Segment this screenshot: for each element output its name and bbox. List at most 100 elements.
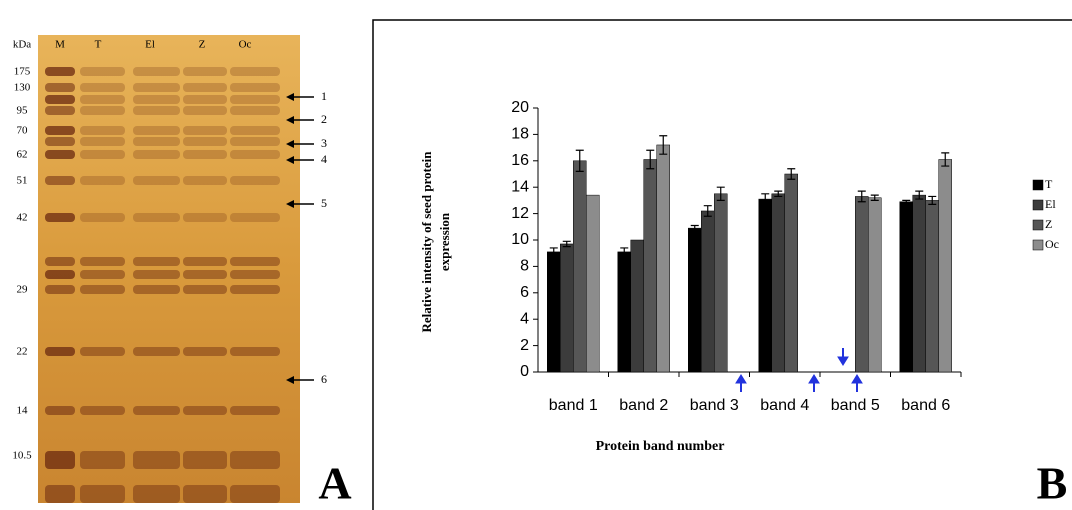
gel-band — [230, 137, 280, 146]
gel-band — [80, 106, 125, 115]
gel-band — [230, 285, 280, 294]
gel-band — [45, 83, 75, 92]
lane-header: M — [55, 39, 65, 51]
error-bar — [703, 205, 712, 217]
error-bar — [941, 152, 950, 167]
gel-band — [45, 150, 75, 159]
gel-band — [80, 451, 125, 469]
marker-label: 29 — [17, 284, 29, 296]
marker-label: 10.5 — [12, 450, 32, 462]
legend-label: Z — [1045, 217, 1052, 231]
marker-label: 42 — [17, 212, 28, 224]
error-bar — [928, 195, 937, 205]
gel-band — [45, 106, 75, 115]
gel-band — [133, 67, 180, 76]
arrow-head — [286, 156, 294, 164]
arrow — [837, 348, 849, 366]
y-tick-label: 12 — [511, 205, 529, 222]
legend-swatch — [1032, 199, 1044, 211]
gel-band — [80, 257, 125, 266]
x-tick-label: band 6 — [901, 397, 950, 414]
gel-band — [230, 67, 280, 76]
x-tick-label: band 3 — [690, 397, 739, 414]
bar — [656, 144, 670, 373]
legend-swatch — [1032, 219, 1044, 231]
legend-label: T — [1045, 177, 1053, 191]
gel-band — [230, 270, 280, 279]
x-tick-label: band 4 — [760, 397, 809, 414]
y-tick-label: 16 — [511, 152, 529, 169]
arrow — [808, 374, 820, 392]
bar — [758, 198, 772, 373]
gel-background — [38, 35, 300, 503]
gel-band — [133, 285, 180, 294]
gel-band — [133, 257, 180, 266]
lane-header: Z — [199, 39, 206, 51]
gel-band — [45, 347, 75, 356]
gel-band — [133, 137, 180, 146]
x-axis-label: Protein band number — [596, 439, 725, 454]
gel-band — [133, 270, 180, 279]
arrow-head — [286, 93, 294, 101]
gel-band — [45, 137, 75, 146]
lane-header: Oc — [239, 39, 252, 51]
y-tick-label: 6 — [520, 284, 529, 301]
error-bar — [857, 190, 866, 203]
x-tick-label: band 1 — [549, 397, 598, 414]
gel-band — [80, 95, 125, 104]
gel-band — [183, 126, 227, 135]
lane-header: kDa — [13, 39, 31, 51]
gel-band — [230, 83, 280, 92]
bar — [868, 197, 882, 373]
gel-band — [80, 176, 125, 185]
gel-band — [45, 213, 75, 222]
gel-band — [183, 137, 227, 146]
arrow-label: 3 — [321, 136, 327, 150]
bar — [573, 160, 587, 373]
legend-swatch — [1032, 179, 1044, 191]
marker-label: 95 — [17, 105, 29, 117]
gel-band — [80, 406, 125, 415]
legend-label: El — [1045, 197, 1056, 211]
bar — [586, 194, 600, 373]
marker-label: 14 — [17, 405, 29, 417]
marker-label: 22 — [17, 346, 28, 358]
gel-band — [183, 406, 227, 415]
gel-image — [38, 35, 300, 503]
panel-label: B — [1037, 458, 1068, 509]
bar — [617, 251, 631, 373]
arrow-label: 6 — [321, 372, 327, 386]
gel-band — [45, 67, 75, 76]
bar — [643, 159, 657, 373]
gel-band — [45, 485, 75, 503]
bar — [630, 239, 644, 373]
bar — [714, 193, 728, 373]
error-bar — [774, 190, 783, 198]
bar — [912, 194, 926, 373]
error-bar — [902, 199, 911, 204]
y-tick-label: 10 — [511, 231, 529, 248]
gel-band — [133, 406, 180, 415]
arrow-head — [286, 200, 294, 208]
marker-label: 70 — [17, 125, 29, 137]
gel-band — [183, 270, 227, 279]
gel-band — [230, 126, 280, 135]
gel-band — [45, 406, 75, 415]
gel-band — [133, 126, 180, 135]
arrow-head — [286, 116, 294, 124]
error-bar — [646, 149, 655, 170]
gel-band — [45, 176, 75, 185]
error-bar — [562, 240, 571, 248]
arrow-label: 4 — [321, 152, 327, 166]
error-bar — [870, 194, 879, 201]
gel-band — [183, 485, 227, 503]
gel-band — [183, 451, 227, 469]
gel-band — [230, 176, 280, 185]
error-bar — [620, 247, 629, 257]
gel-band — [45, 126, 75, 135]
bar — [925, 200, 939, 373]
gel-band — [133, 95, 180, 104]
gel-band — [45, 270, 75, 279]
panel-b-frame — [372, 19, 1072, 510]
gel-band — [80, 126, 125, 135]
